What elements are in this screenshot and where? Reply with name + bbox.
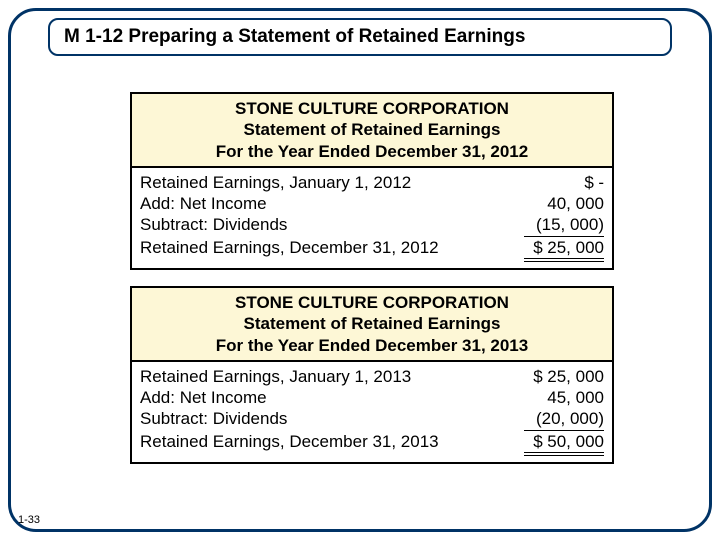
row-label: Retained Earnings, January 1, 2012 <box>140 172 494 193</box>
row-label: Subtract: Dividends <box>140 408 494 429</box>
row-amount: $25, 000 <box>494 237 604 262</box>
row-label: Retained Earnings, January 1, 2013 <box>140 366 494 387</box>
table-row: Subtract: Dividends (15, 000) <box>140 214 604 236</box>
row-amount: $50, 000 <box>494 431 604 456</box>
table-row: Add: Net Income 45, 000 <box>140 387 604 408</box>
report-name: Statement of Retained Earnings <box>138 313 606 334</box>
statement-header: STONE CULTURE CORPORATION Statement of R… <box>132 288 612 362</box>
statement-2013: STONE CULTURE CORPORATION Statement of R… <box>130 286 614 464</box>
row-amount: $- <box>494 172 604 193</box>
slide-title-box: M 1-12 Preparing a Statement of Retained… <box>48 18 672 56</box>
table-row: Subtract: Dividends (20, 000) <box>140 408 604 430</box>
row-label: Add: Net Income <box>140 387 494 408</box>
table-row: Retained Earnings, December 31, 2012 $25… <box>140 237 604 262</box>
company-name: STONE CULTURE CORPORATION <box>138 292 606 313</box>
slide-title: M 1-12 Preparing a Statement of Retained… <box>64 26 525 47</box>
row-amount: (20, 000) <box>494 408 604 430</box>
row-amount: 40, 000 <box>494 193 604 214</box>
row-label: Retained Earnings, December 31, 2013 <box>140 431 494 452</box>
table-row: Retained Earnings, December 31, 2013 $50… <box>140 431 604 456</box>
statement-body: Retained Earnings, January 1, 2013 $25, … <box>132 362 612 462</box>
statement-header: STONE CULTURE CORPORATION Statement of R… <box>132 94 612 168</box>
statement-body: Retained Earnings, January 1, 2012 $- Ad… <box>132 168 612 268</box>
row-label: Add: Net Income <box>140 193 494 214</box>
report-period: For the Year Ended December 31, 2012 <box>138 141 606 162</box>
table-row: Add: Net Income 40, 000 <box>140 193 604 214</box>
row-amount: 45, 000 <box>494 387 604 408</box>
statement-2012: STONE CULTURE CORPORATION Statement of R… <box>130 92 614 270</box>
company-name: STONE CULTURE CORPORATION <box>138 98 606 119</box>
table-row: Retained Earnings, January 1, 2012 $- <box>140 172 604 193</box>
table-row: Retained Earnings, January 1, 2013 $25, … <box>140 366 604 387</box>
report-period: For the Year Ended December 31, 2013 <box>138 335 606 356</box>
row-label: Subtract: Dividends <box>140 214 494 235</box>
row-label: Retained Earnings, December 31, 2012 <box>140 237 494 258</box>
row-amount: $25, 000 <box>494 366 604 387</box>
page-number: 1-33 <box>18 514 40 526</box>
report-name: Statement of Retained Earnings <box>138 119 606 140</box>
row-amount: (15, 000) <box>494 214 604 236</box>
